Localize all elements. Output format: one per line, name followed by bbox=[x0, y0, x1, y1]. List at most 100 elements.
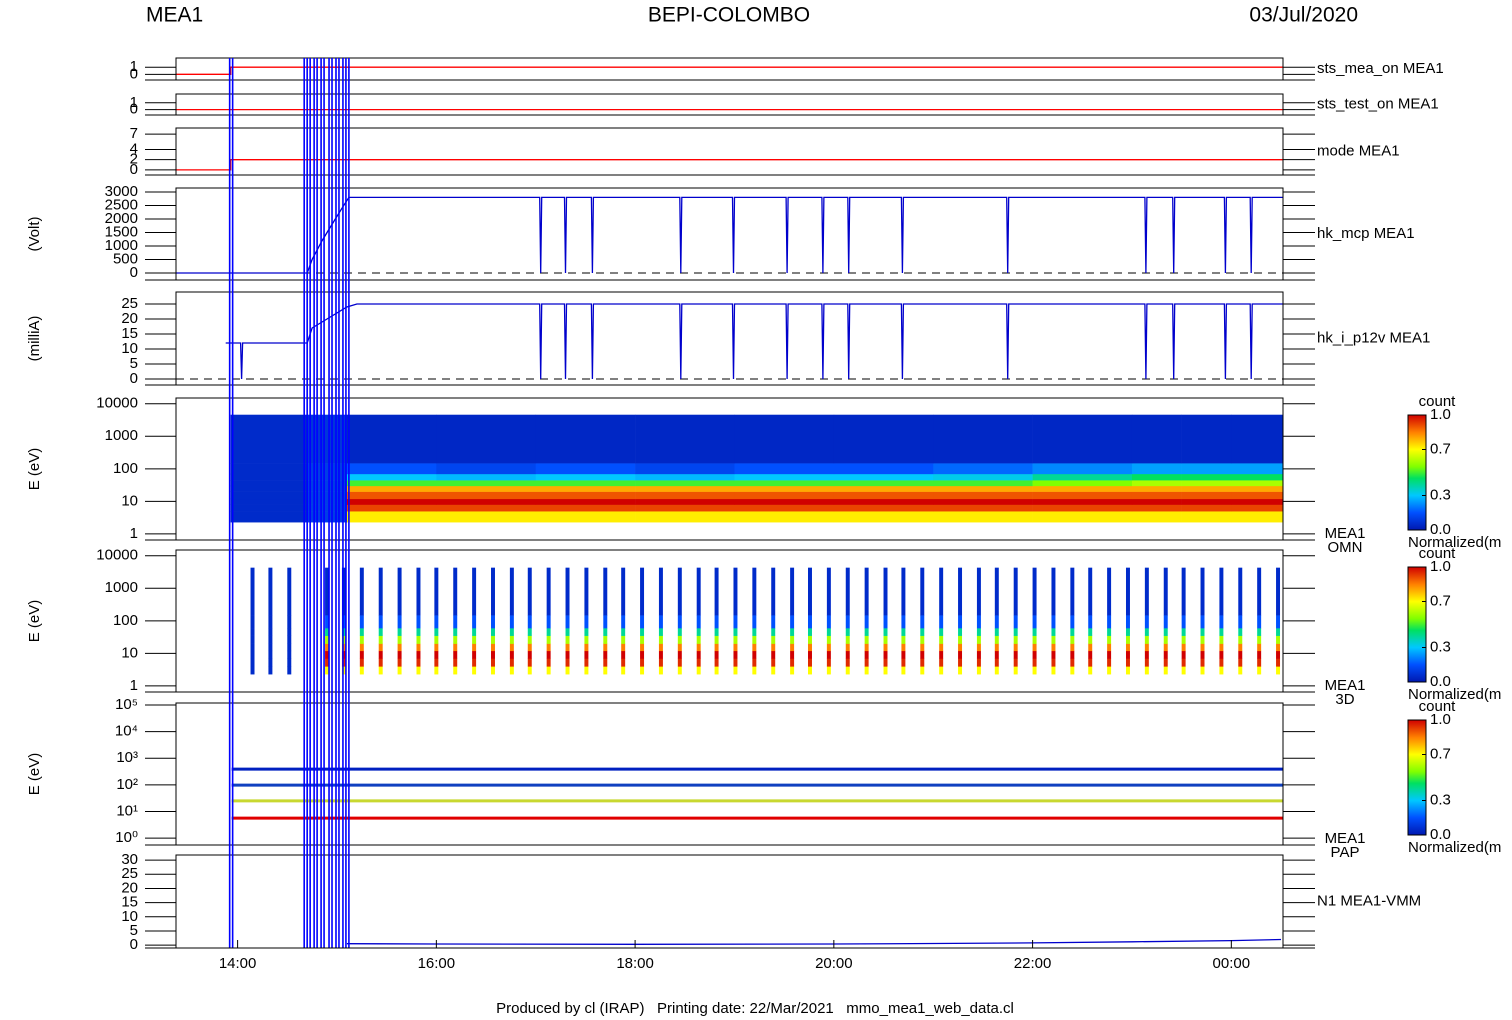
y-axis-label: E (eV) bbox=[26, 448, 43, 491]
spectrogram-cell bbox=[933, 463, 1033, 475]
spectrogram-cell bbox=[346, 504, 437, 512]
spectrogram-cell bbox=[1257, 628, 1262, 636]
spectrogram-cell bbox=[1032, 658, 1037, 667]
spectrogram-cell bbox=[640, 658, 645, 667]
spectrogram-cell bbox=[341, 658, 346, 667]
spectrogram-cell bbox=[535, 491, 636, 500]
spectrogram-cell bbox=[734, 504, 835, 512]
colorbar-tick-label: 1.0 bbox=[1430, 711, 1451, 728]
spectrogram-cell bbox=[359, 658, 364, 667]
spectrogram-cell bbox=[734, 498, 835, 505]
spectrogram-cell bbox=[491, 650, 495, 659]
panel-frame bbox=[175, 93, 1284, 116]
spectrogram-cell bbox=[696, 658, 701, 667]
spectrogram-cell bbox=[1088, 650, 1093, 659]
spectrogram-cell bbox=[527, 650, 532, 659]
spectrogram-cell bbox=[1032, 567, 1037, 616]
spectrogram-cell bbox=[1219, 666, 1224, 675]
spectrogram-cell bbox=[1070, 650, 1075, 659]
spectrogram-cell bbox=[883, 615, 888, 629]
spectrogram-cell bbox=[696, 615, 701, 629]
spectrogram-cell bbox=[658, 650, 663, 659]
spectrogram-cell bbox=[1181, 485, 1232, 492]
spectrogram-cell bbox=[1070, 635, 1075, 644]
spectrogram-cell bbox=[864, 567, 869, 616]
spectrogram-cell bbox=[933, 498, 1033, 505]
spectrogram-cell bbox=[826, 658, 831, 667]
spectrogram-cell bbox=[346, 414, 437, 464]
y-tick-label: 10 bbox=[121, 340, 138, 357]
spectrogram-cell bbox=[1181, 511, 1232, 523]
spectrogram-cell bbox=[1013, 666, 1018, 675]
spectrogram-cell bbox=[826, 628, 831, 636]
panel-frame bbox=[175, 187, 1284, 281]
spectrogram-cell bbox=[1013, 650, 1018, 659]
spectrogram-cell bbox=[994, 628, 999, 636]
spectrogram-cell bbox=[1144, 658, 1149, 667]
spectrogram-cell bbox=[491, 567, 495, 616]
y-tick-label: 1 bbox=[130, 677, 138, 694]
spectrogram-cell bbox=[621, 628, 626, 636]
spectrogram-cell bbox=[527, 666, 532, 675]
spectrogram-cell bbox=[250, 635, 255, 644]
panel-label: MEA1 bbox=[1325, 525, 1366, 542]
spectrogram-cell bbox=[808, 666, 812, 675]
spectrogram-cell bbox=[1231, 485, 1283, 492]
spectrogram-cell bbox=[939, 650, 944, 659]
spectrogram-cell bbox=[808, 635, 812, 644]
spectrogram-cell bbox=[1276, 628, 1281, 636]
panel bbox=[176, 159, 1283, 171]
spectrogram-cell bbox=[1144, 666, 1149, 675]
spectrogram-cell bbox=[920, 658, 925, 667]
spectrogram-cell bbox=[635, 473, 735, 481]
spectrogram-cell bbox=[939, 635, 944, 644]
spectrogram-cell bbox=[1088, 635, 1093, 644]
spectrogram-cell bbox=[1231, 414, 1283, 464]
line bbox=[176, 196, 1283, 274]
spectrogram-cell bbox=[1181, 473, 1232, 481]
spectrogram-cell bbox=[1144, 628, 1149, 636]
y-tick-label: 1 bbox=[130, 58, 138, 75]
spectrogram-cell bbox=[734, 491, 835, 500]
spectrogram-cell bbox=[1200, 666, 1205, 675]
spectrogram-cell bbox=[1181, 480, 1232, 487]
spectrogram-cell bbox=[976, 628, 981, 636]
y-tick-label: 30 bbox=[121, 851, 138, 868]
y-tick-label: 10⁴ bbox=[115, 723, 138, 740]
spectrogram-cell bbox=[472, 615, 477, 629]
spectrogram-cell bbox=[1200, 628, 1205, 636]
spectrogram-cell bbox=[939, 658, 944, 667]
spectrogram-cell bbox=[341, 666, 346, 675]
y-tick-label: 100 bbox=[113, 612, 138, 629]
spectrogram-cell bbox=[1032, 504, 1133, 512]
spectrogram-cell bbox=[1088, 643, 1093, 652]
spectrogram-cell bbox=[535, 485, 636, 492]
spectrogram-cell bbox=[640, 650, 645, 659]
spectrogram-cell bbox=[1125, 643, 1130, 652]
spectrogram-cell bbox=[1219, 650, 1224, 659]
spectrogram-cell bbox=[1231, 491, 1283, 500]
spectrogram-cell bbox=[359, 666, 364, 675]
spectrogram-cell bbox=[527, 658, 532, 667]
spectrogram-cell bbox=[527, 628, 532, 636]
spectrogram-cell bbox=[635, 414, 735, 464]
spectrogram-cell bbox=[1051, 666, 1056, 675]
spectrogram-cell bbox=[752, 635, 757, 644]
spectrogram-cell bbox=[1219, 658, 1224, 667]
spectrogram-cell bbox=[397, 628, 402, 636]
spectrogram-cell bbox=[790, 567, 795, 616]
spectrogram-cell bbox=[901, 567, 906, 616]
spectrogram-cell bbox=[603, 615, 608, 629]
spectrogram-cell bbox=[378, 666, 383, 675]
y-axis-label: E (eV) bbox=[26, 753, 43, 796]
y-tick-label: 20 bbox=[121, 879, 138, 896]
y-tick-label: 1 bbox=[130, 525, 138, 542]
spectrogram-cell bbox=[864, 635, 869, 644]
y-tick-label: 0 bbox=[130, 101, 138, 118]
spectrogram-cell bbox=[1144, 567, 1149, 616]
spectrogram-cell bbox=[833, 463, 934, 475]
spectrogram-cell bbox=[901, 666, 906, 675]
spectrogram-cell bbox=[453, 658, 458, 667]
colorbar-tick-label: 0.3 bbox=[1430, 791, 1451, 808]
spectrogram-cell bbox=[933, 491, 1033, 500]
